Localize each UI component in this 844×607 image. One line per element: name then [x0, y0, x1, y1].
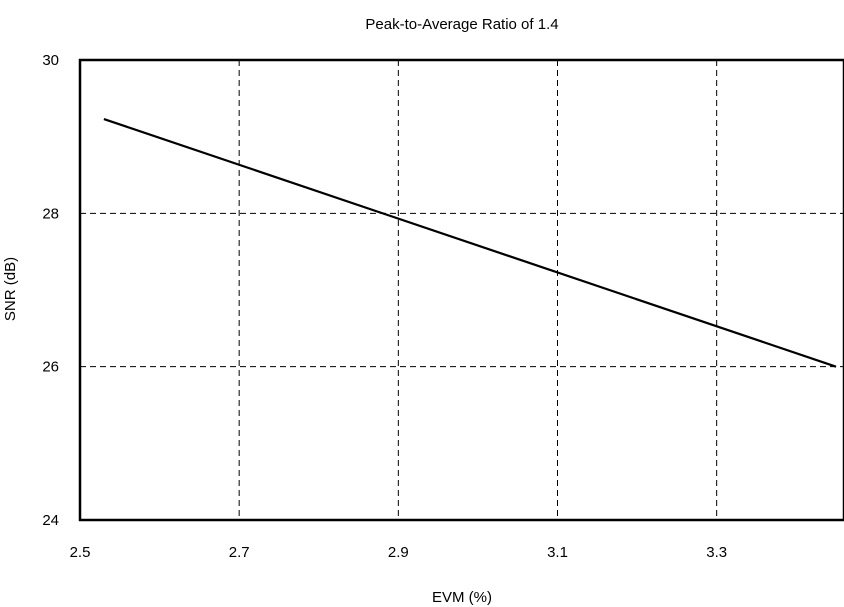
y-axis-label: SNR (dB): [2, 257, 19, 321]
series-line: [103, 117, 837, 368]
x-tick-label: 2.5: [70, 544, 91, 561]
x-tick-label: 3.1: [547, 544, 568, 561]
series-layer: [103, 117, 837, 368]
x-axis-ticks: 2.5 2.7 2.9 3.1 3.3: [70, 544, 728, 561]
y-tick-label: 28: [42, 205, 59, 222]
x-tick-label: 2.7: [229, 544, 250, 561]
y-tick-label: 26: [42, 359, 59, 376]
x-tick-label: 2.9: [388, 544, 409, 561]
plot-area-frame: [78, 58, 844, 522]
grid-lines: [80, 60, 844, 520]
y-axis-ticks: 24 26 28 30: [42, 52, 59, 529]
y-tick-label: 24: [42, 512, 59, 529]
chart-title: Peak-to-Average Ratio of 1.4: [365, 16, 558, 33]
y-tick-label: 30: [42, 52, 59, 69]
x-tick-label: 3.3: [706, 544, 727, 561]
x-axis-label: EVM (%): [432, 589, 492, 606]
